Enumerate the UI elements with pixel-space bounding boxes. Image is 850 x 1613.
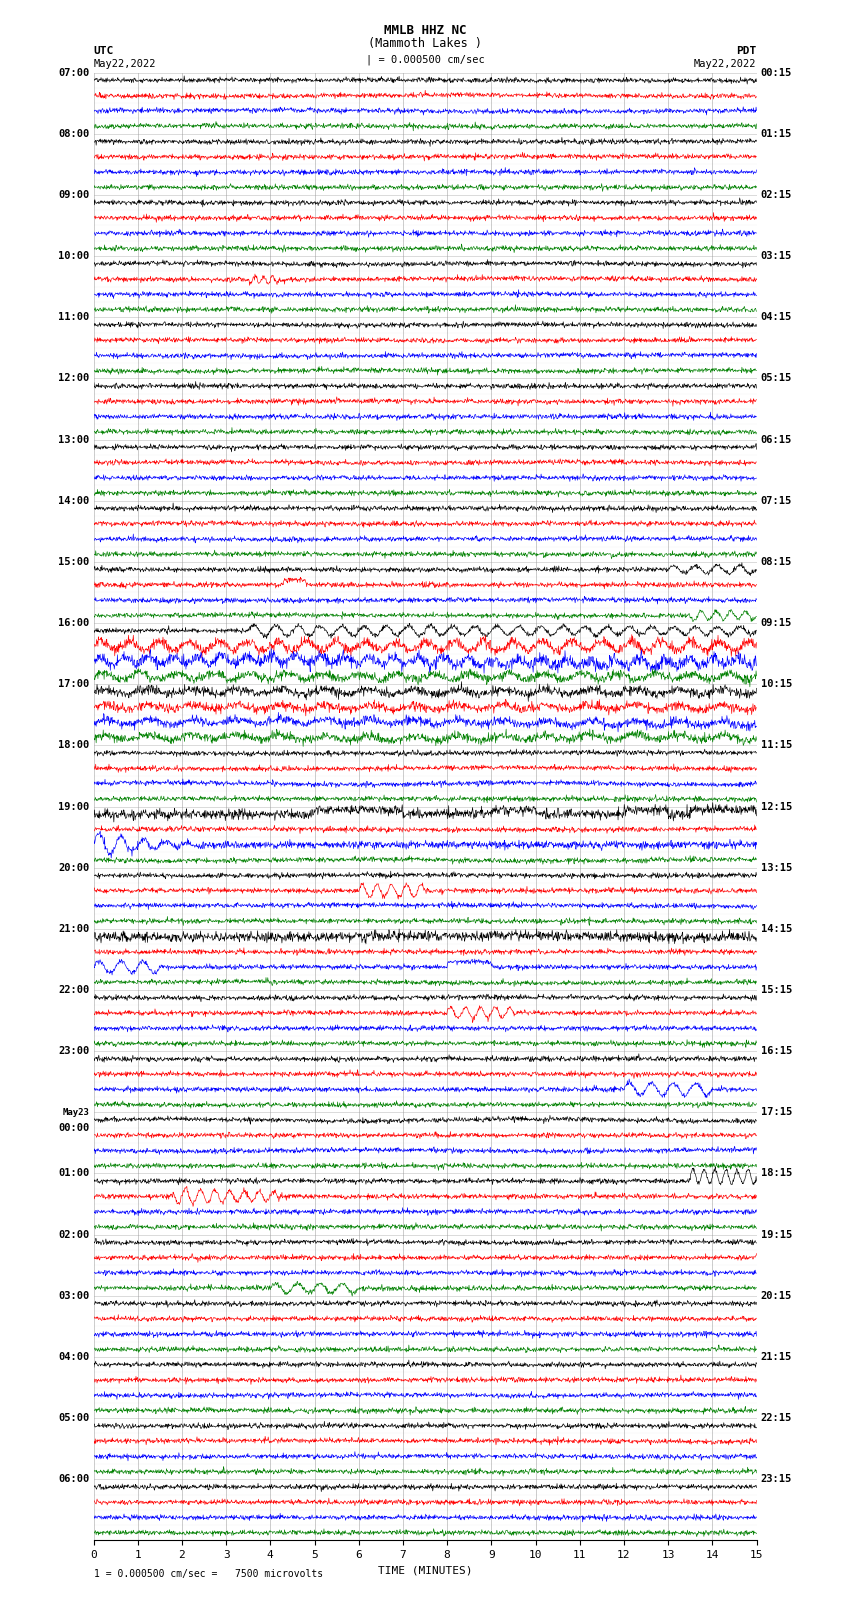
Text: 14:15: 14:15 — [761, 924, 792, 934]
Text: 18:00: 18:00 — [58, 740, 89, 750]
Text: 22:15: 22:15 — [761, 1413, 792, 1423]
Text: 05:15: 05:15 — [761, 373, 792, 384]
Text: 09:00: 09:00 — [58, 190, 89, 200]
Text: PDT: PDT — [736, 47, 756, 56]
Text: 01:00: 01:00 — [58, 1168, 89, 1179]
Text: 13:00: 13:00 — [58, 434, 89, 445]
Text: 06:15: 06:15 — [761, 434, 792, 445]
Text: 07:15: 07:15 — [761, 495, 792, 506]
Text: 06:00: 06:00 — [58, 1474, 89, 1484]
Text: 21:00: 21:00 — [58, 924, 89, 934]
Text: 00:15: 00:15 — [761, 68, 792, 77]
Text: 15:00: 15:00 — [58, 556, 89, 566]
Text: 20:00: 20:00 — [58, 863, 89, 873]
Text: May22,2022: May22,2022 — [94, 60, 156, 69]
X-axis label: TIME (MINUTES): TIME (MINUTES) — [377, 1566, 473, 1576]
Text: 15:15: 15:15 — [761, 986, 792, 995]
Text: 22:00: 22:00 — [58, 986, 89, 995]
Text: 1 = 0.000500 cm/sec =   7500 microvolts: 1 = 0.000500 cm/sec = 7500 microvolts — [94, 1569, 323, 1579]
Text: 23:00: 23:00 — [58, 1047, 89, 1057]
Text: 21:15: 21:15 — [761, 1352, 792, 1361]
Text: May22,2022: May22,2022 — [694, 60, 756, 69]
Text: 12:15: 12:15 — [761, 802, 792, 811]
Text: 17:00: 17:00 — [58, 679, 89, 689]
Text: 08:15: 08:15 — [761, 556, 792, 566]
Text: MMLB HHZ NC: MMLB HHZ NC — [383, 24, 467, 37]
Text: 04:00: 04:00 — [58, 1352, 89, 1361]
Text: 17:15: 17:15 — [761, 1107, 792, 1118]
Text: 12:00: 12:00 — [58, 373, 89, 384]
Text: 14:00: 14:00 — [58, 495, 89, 506]
Text: 11:15: 11:15 — [761, 740, 792, 750]
Text: 18:15: 18:15 — [761, 1168, 792, 1179]
Text: 08:00: 08:00 — [58, 129, 89, 139]
Text: 05:00: 05:00 — [58, 1413, 89, 1423]
Text: 04:15: 04:15 — [761, 313, 792, 323]
Text: 02:15: 02:15 — [761, 190, 792, 200]
Text: 02:00: 02:00 — [58, 1229, 89, 1240]
Text: 23:15: 23:15 — [761, 1474, 792, 1484]
Text: 07:00: 07:00 — [58, 68, 89, 77]
Text: 03:00: 03:00 — [58, 1290, 89, 1300]
Text: 00:00: 00:00 — [58, 1123, 89, 1132]
Text: 10:00: 10:00 — [58, 252, 89, 261]
Text: 16:15: 16:15 — [761, 1047, 792, 1057]
Text: 19:15: 19:15 — [761, 1229, 792, 1240]
Text: 09:15: 09:15 — [761, 618, 792, 627]
Text: | = 0.000500 cm/sec: | = 0.000500 cm/sec — [366, 53, 484, 65]
Text: 16:00: 16:00 — [58, 618, 89, 627]
Text: 10:15: 10:15 — [761, 679, 792, 689]
Text: 01:15: 01:15 — [761, 129, 792, 139]
Text: (Mammoth Lakes ): (Mammoth Lakes ) — [368, 37, 482, 50]
Text: 20:15: 20:15 — [761, 1290, 792, 1300]
Text: 19:00: 19:00 — [58, 802, 89, 811]
Text: 11:00: 11:00 — [58, 313, 89, 323]
Text: 13:15: 13:15 — [761, 863, 792, 873]
Text: UTC: UTC — [94, 47, 114, 56]
Text: May23: May23 — [62, 1108, 89, 1116]
Text: 03:15: 03:15 — [761, 252, 792, 261]
